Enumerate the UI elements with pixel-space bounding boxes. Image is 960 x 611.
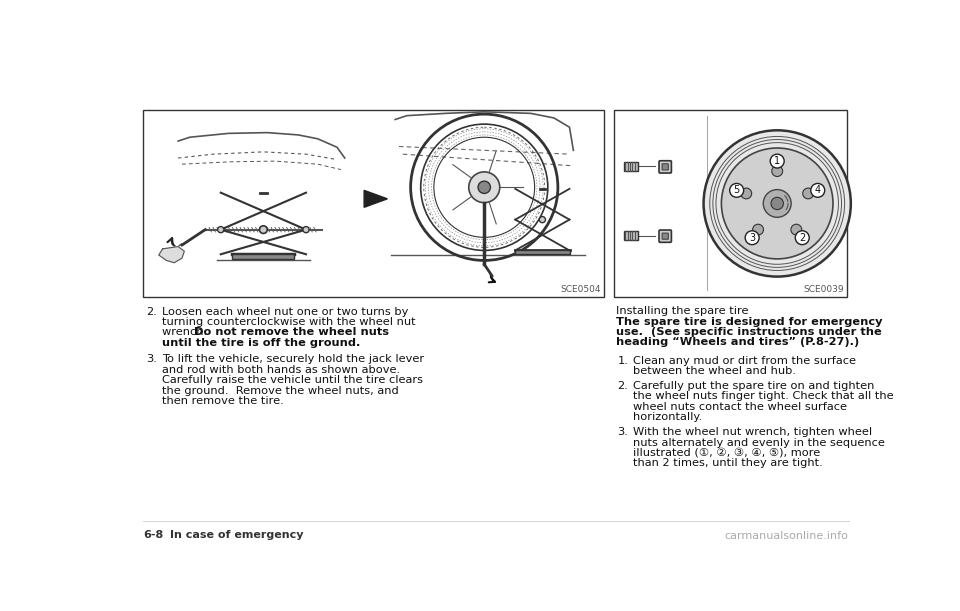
Circle shape [803, 188, 813, 199]
Circle shape [741, 188, 752, 199]
Polygon shape [364, 191, 388, 207]
Text: 3.: 3. [617, 427, 629, 437]
Text: Loosen each wheel nut one or two turns by: Loosen each wheel nut one or two turns b… [162, 307, 408, 316]
Circle shape [259, 226, 267, 233]
Bar [143, 110, 605, 296]
Text: Carefully put the spare tire on and tighten: Carefully put the spare tire on and tigh… [633, 381, 875, 391]
Text: Installing the spare tire: Installing the spare tire [616, 306, 749, 316]
Circle shape [218, 227, 224, 233]
Text: horizontally.: horizontally. [633, 412, 702, 422]
Circle shape [791, 224, 802, 235]
FancyBboxPatch shape [662, 233, 668, 240]
Circle shape [795, 231, 809, 244]
Text: 3: 3 [749, 233, 756, 243]
Circle shape [730, 183, 744, 197]
Text: 5: 5 [733, 185, 740, 196]
Bar [516, 251, 569, 254]
Text: To lift the vehicle, securely hold the jack lever: To lift the vehicle, securely hold the j… [162, 354, 424, 364]
Circle shape [771, 197, 783, 210]
Text: turning counterclockwise with the wheel nut: turning counterclockwise with the wheel … [162, 317, 416, 327]
Text: 3.: 3. [146, 354, 157, 364]
Circle shape [478, 181, 491, 194]
Text: heading “Wheels and tires” (P.8-27).): heading “Wheels and tires” (P.8-27).) [616, 337, 859, 348]
FancyBboxPatch shape [662, 164, 668, 170]
Bar [624, 162, 637, 171]
Text: 1: 1 [774, 156, 780, 166]
Polygon shape [158, 247, 184, 263]
Text: carmanualsonline.info: carmanualsonline.info [725, 532, 849, 541]
Text: The spare tire is designed for emergency: The spare tire is designed for emergency [616, 316, 882, 327]
FancyBboxPatch shape [659, 161, 671, 173]
Text: 6-8: 6-8 [143, 530, 163, 540]
Text: use.  (See specific instructions under the: use. (See specific instructions under th… [616, 327, 881, 337]
Text: and rod with both hands as shown above.: and rod with both hands as shown above. [162, 365, 400, 375]
Text: the wheel nuts finger tight. Check that all the: the wheel nuts finger tight. Check that … [633, 391, 894, 401]
Text: 2: 2 [799, 233, 805, 243]
Text: 2.: 2. [617, 381, 628, 391]
Text: SCE0039: SCE0039 [804, 285, 844, 293]
Circle shape [468, 172, 500, 203]
Circle shape [772, 166, 782, 177]
Circle shape [745, 231, 759, 244]
Text: illustrated (①, ②, ③, ④, ⑤), more: illustrated (①, ②, ③, ④, ⑤), more [633, 448, 820, 458]
Circle shape [704, 130, 851, 277]
Text: then remove the tire.: then remove the tire. [162, 396, 283, 406]
Bar [614, 110, 847, 296]
Circle shape [303, 227, 309, 233]
Circle shape [753, 224, 763, 235]
Text: In case of emergency: In case of emergency [170, 530, 304, 540]
Bar [232, 254, 295, 259]
Circle shape [770, 154, 784, 168]
Text: 1.: 1. [617, 356, 629, 365]
Text: Carefully raise the vehicle until the tire clears: Carefully raise the vehicle until the ti… [162, 375, 422, 385]
Circle shape [721, 148, 833, 259]
Text: until the tire is off the ground.: until the tire is off the ground. [162, 338, 360, 348]
Text: nuts alternately and evenly in the sequence: nuts alternately and evenly in the seque… [633, 437, 885, 447]
Text: than 2 times, until they are tight.: than 2 times, until they are tight. [633, 458, 823, 468]
Text: SCE0504: SCE0504 [561, 285, 601, 293]
FancyBboxPatch shape [659, 230, 671, 243]
Circle shape [540, 216, 545, 222]
Circle shape [763, 189, 791, 218]
Text: 2.: 2. [146, 307, 157, 316]
Text: wrench.: wrench. [162, 327, 214, 337]
Text: between the wheel and hub.: between the wheel and hub. [633, 366, 796, 376]
Circle shape [811, 183, 825, 197]
Text: With the wheel nut wrench, tighten wheel: With the wheel nut wrench, tighten wheel [633, 427, 873, 437]
Text: the ground.  Remove the wheel nuts, and: the ground. Remove the wheel nuts, and [162, 386, 398, 395]
Text: wheel nuts contact the wheel surface: wheel nuts contact the wheel surface [633, 401, 847, 412]
Bar [624, 231, 637, 240]
Text: 4: 4 [815, 185, 821, 196]
Text: Clean any mud or dirt from the surface: Clean any mud or dirt from the surface [633, 356, 856, 365]
Text: Do not remove the wheel nuts: Do not remove the wheel nuts [194, 327, 390, 337]
